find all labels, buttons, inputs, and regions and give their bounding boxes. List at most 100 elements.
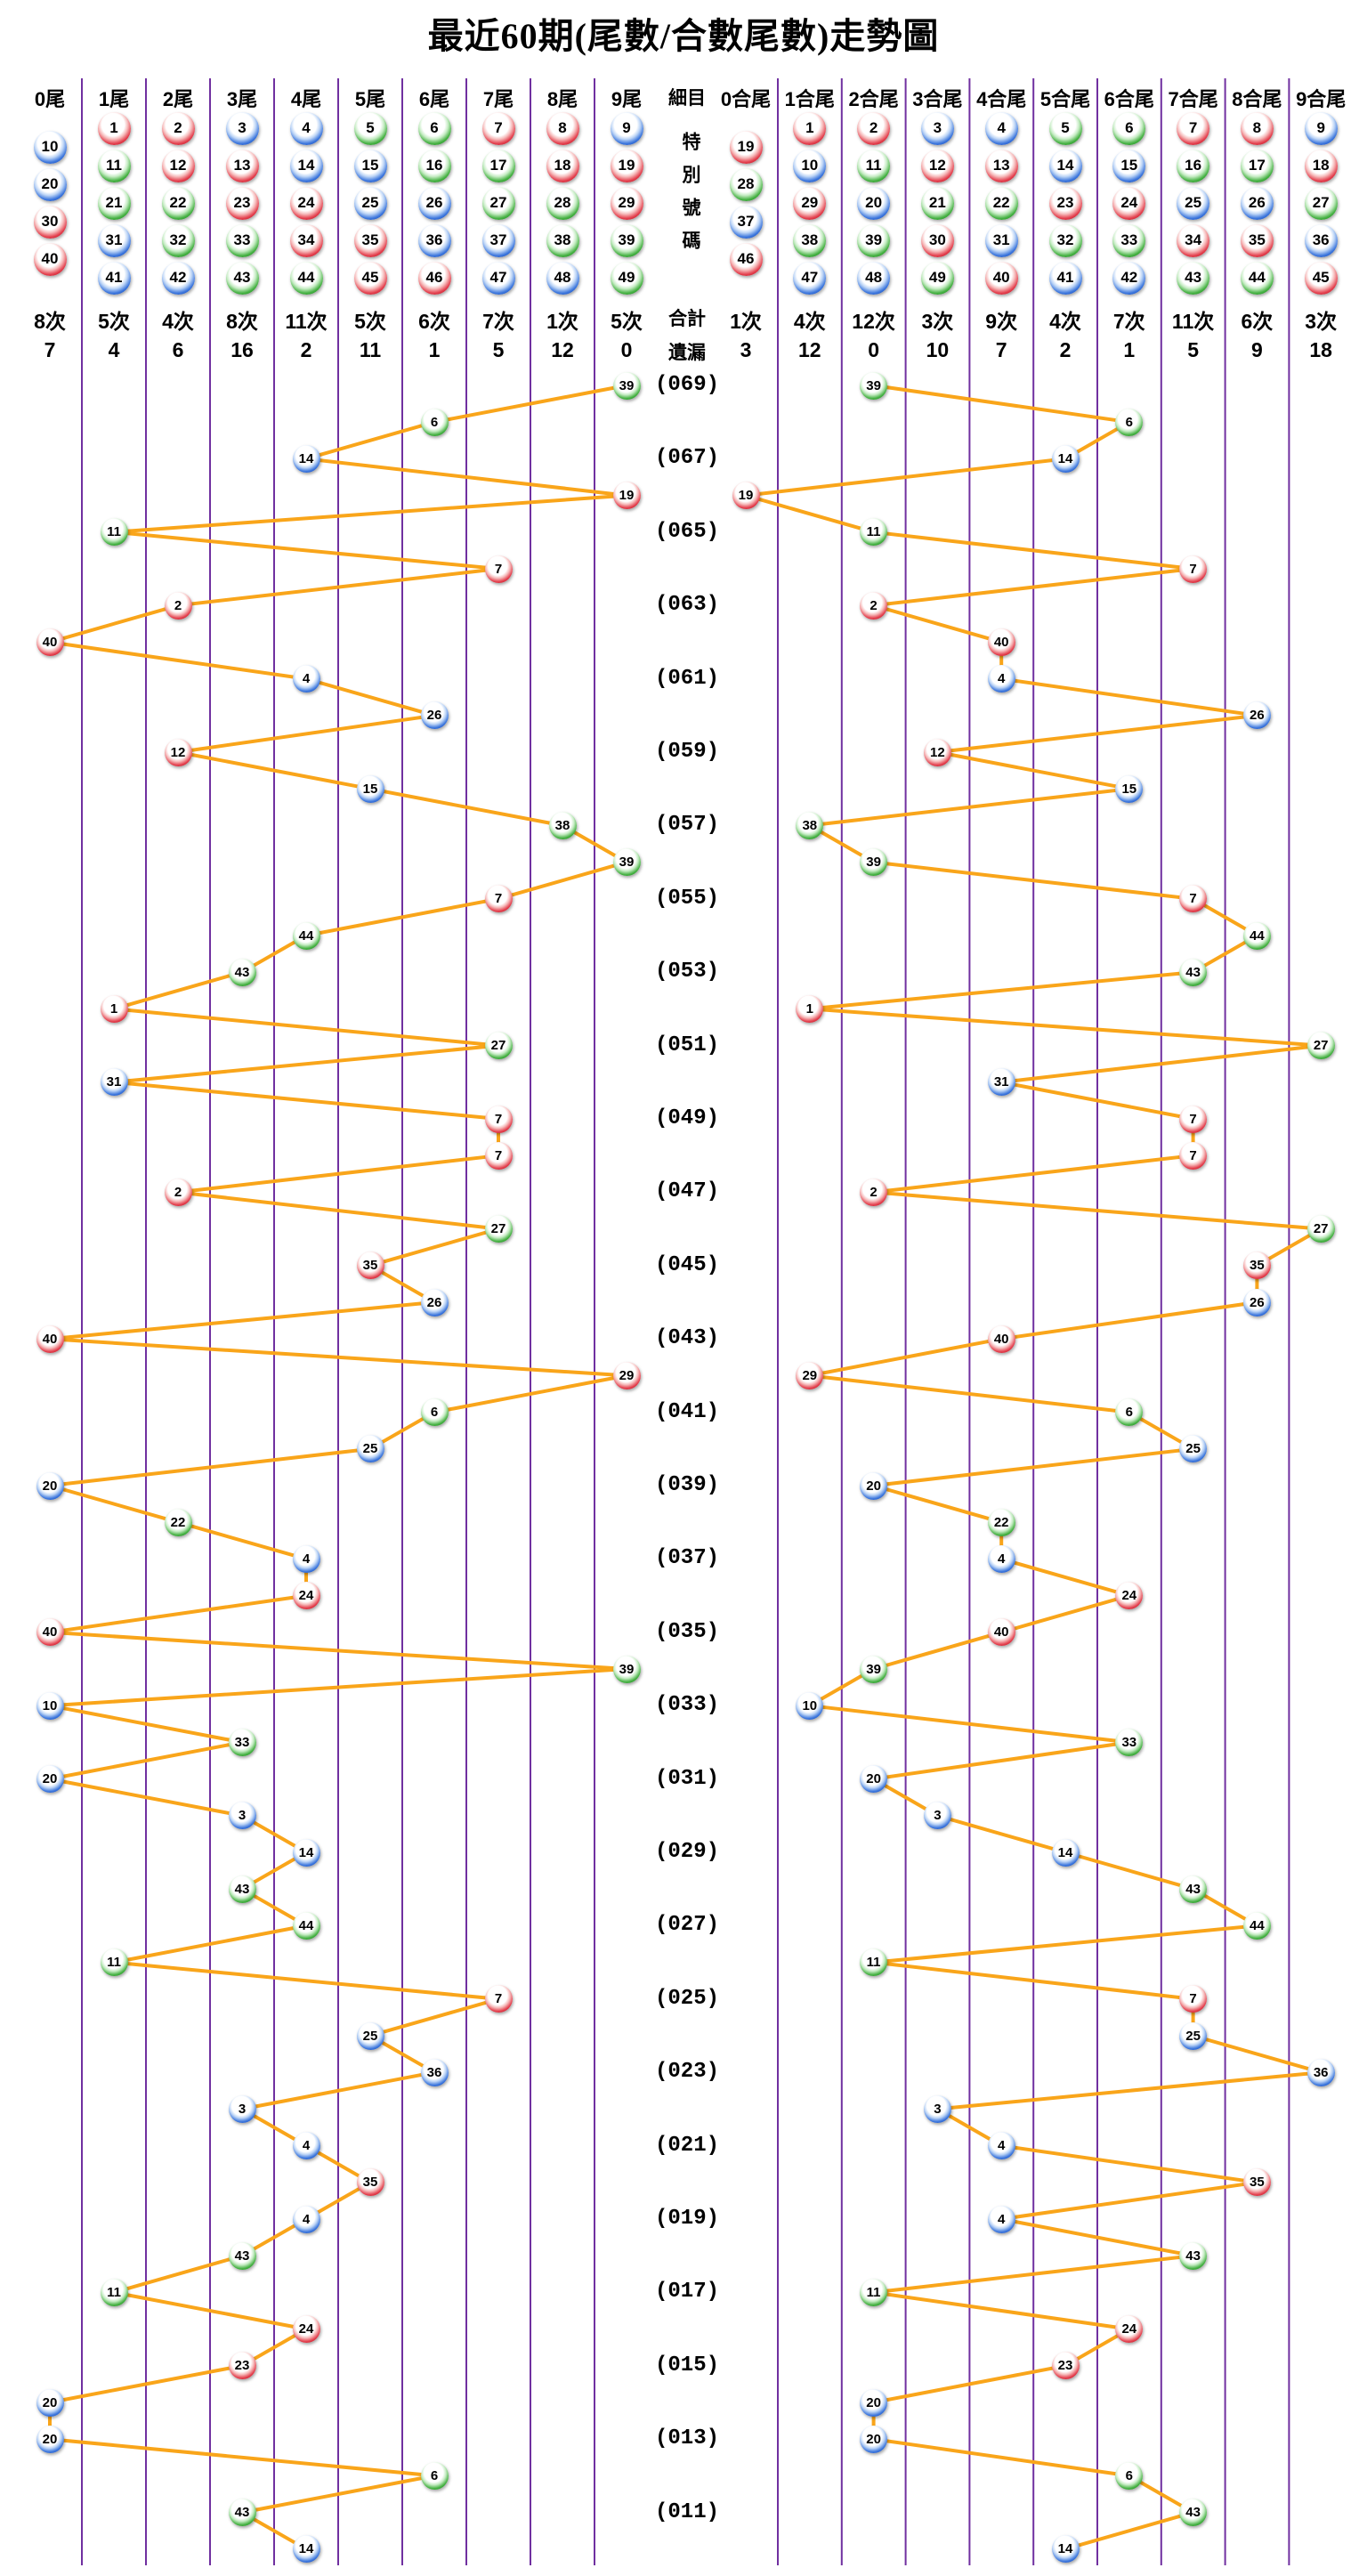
count-tail-1: 5次: [98, 310, 130, 333]
legend-ball: 5: [1048, 111, 1082, 145]
total-label: 合計: [668, 309, 706, 329]
chart-ball-sumtail: 7: [1179, 1105, 1208, 1133]
chart-ball-sumtail: 40: [987, 1324, 1015, 1353]
legend-ball: 7: [481, 111, 515, 145]
period-label: (041): [654, 1399, 719, 1424]
detail-header: 細目: [668, 88, 706, 109]
chart-ball-sumtail: 4: [987, 1544, 1015, 1573]
miss-sumtail-7: 5: [1187, 338, 1199, 361]
period-label: (025): [654, 1986, 719, 2011]
period-label: (023): [654, 2060, 719, 2085]
column-header-tail-3: 3尾: [226, 88, 258, 110]
count-sumtail-4: 9次: [985, 310, 1018, 333]
legend-ball: 31: [984, 223, 1018, 257]
chart-ball-sumtail: 15: [1115, 774, 1144, 803]
legend-ball: 24: [1112, 186, 1146, 220]
period-label: (019): [654, 2207, 719, 2231]
miss-sumtail-5: 2: [1059, 338, 1072, 361]
count-tail-6: 6次: [418, 310, 450, 333]
chart-ball-sumtail: 7: [1179, 1141, 1208, 1170]
chart-ball-tail: 24: [292, 1582, 320, 1610]
legend-ball: 17: [1240, 149, 1274, 182]
chart-ball-sumtail: 4: [987, 2205, 1015, 2233]
chart-ball-tail: 27: [484, 1215, 513, 1243]
legend-ball: 34: [1177, 223, 1210, 257]
legend-ball: 46: [417, 261, 451, 295]
legend-ball: 32: [161, 223, 195, 257]
legend-ball: 27: [481, 186, 515, 220]
chart-ball-tail: 35: [356, 2168, 384, 2197]
chart-ball-sumtail: 25: [1179, 2021, 1208, 2050]
count-sumtail-5: 4次: [1049, 310, 1081, 333]
chart-ball-tail: 7: [484, 1141, 513, 1170]
legend-ball: 30: [920, 223, 954, 257]
chart-ball-tail: 23: [228, 2352, 256, 2380]
legend-ball: 28: [546, 186, 579, 220]
miss-tail-1: 4: [108, 338, 120, 361]
legend-ball: 41: [97, 261, 131, 295]
chart-ball-tail: 43: [228, 1875, 256, 1903]
period-label: (013): [654, 2426, 719, 2451]
chart-ball-sumtail: 25: [1179, 1435, 1208, 1463]
chart-ball-tail: 15: [356, 774, 384, 803]
chart-ball-tail: 44: [292, 921, 320, 950]
legend-ball: 48: [546, 261, 579, 295]
chart-ball-tail: 39: [612, 848, 641, 877]
legend-ball: 36: [417, 223, 451, 257]
chart-ball-sumtail: 10: [796, 1691, 824, 1720]
count-tail-4: 11次: [285, 310, 328, 333]
chart-ball-tail: 12: [164, 738, 192, 766]
chart-ball-tail: 4: [292, 665, 320, 693]
chart-ball-sumtail: 3: [923, 1802, 951, 1830]
column-header-sumtail-0: 0合尾: [720, 88, 772, 110]
chart-ball-tail: 35: [356, 1252, 384, 1280]
legend-ball: 6: [417, 111, 451, 145]
chart-ball-tail: 4: [292, 2205, 320, 2233]
legend-ball: 40: [984, 261, 1018, 295]
column-header-sumtail-8: 8合尾: [1232, 88, 1282, 110]
chart-ball-sumtail: 20: [860, 1471, 888, 1500]
miss-tail-7: 5: [492, 338, 505, 361]
chart-ball-tail: 14: [292, 444, 320, 473]
column-header-sumtail-6: 6合尾: [1104, 88, 1154, 110]
legend-ball: 39: [857, 223, 891, 257]
chart-ball-sumtail: 44: [1242, 921, 1271, 950]
chart-ball-tail: 40: [36, 628, 64, 656]
chart-ball-sumtail: 19: [732, 482, 760, 510]
legend-ball: 1: [97, 111, 131, 145]
legend-ball: 11: [857, 149, 891, 182]
column-header-sumtail-9: 9合尾: [1296, 88, 1347, 110]
legend-ball: 49: [920, 261, 954, 295]
legend-ball: 43: [225, 261, 259, 295]
legend-ball: 35: [353, 223, 387, 257]
page-title: 最近60期(尾數/合數尾數)走勢圖: [427, 16, 940, 56]
legend-ball: 41: [1048, 261, 1082, 295]
miss-sumtail-3: 10: [926, 338, 950, 361]
legend-ball: 11: [97, 149, 131, 182]
legend-ball: 49: [610, 261, 643, 295]
column-header-sumtail-4: 4合尾: [976, 88, 1027, 110]
legend-ball: 19: [729, 130, 763, 164]
chart-ball-sumtail: 24: [1115, 2315, 1144, 2344]
column-header-tail-4: 4尾: [290, 88, 322, 110]
chart-ball-sumtail: 7: [1179, 1985, 1208, 2013]
special-number-label: 特別號碼: [680, 132, 700, 263]
legend-ball: 40: [33, 242, 67, 276]
chart-ball-tail: 20: [36, 2388, 64, 2417]
legend-ball: 37: [729, 205, 763, 239]
legend-ball: 37: [481, 223, 515, 257]
chart-ball-tail: 7: [484, 555, 513, 583]
legend-ball: 27: [1304, 186, 1338, 220]
chart-ball-tail: 20: [36, 2425, 64, 2453]
miss-tail-5: 11: [359, 338, 382, 361]
period-label: (059): [654, 740, 719, 764]
chart-ball-sumtail: 33: [1115, 1728, 1144, 1756]
chart-ball-sumtail: 4: [987, 2132, 1015, 2160]
legend-ball: 44: [289, 261, 323, 295]
period-label: (051): [654, 1033, 719, 1057]
miss-tail-8: 12: [551, 338, 574, 361]
legend-ball: 32: [1048, 223, 1082, 257]
legend-ball: 39: [610, 223, 643, 257]
chart-ball-tail: 31: [100, 1068, 128, 1097]
